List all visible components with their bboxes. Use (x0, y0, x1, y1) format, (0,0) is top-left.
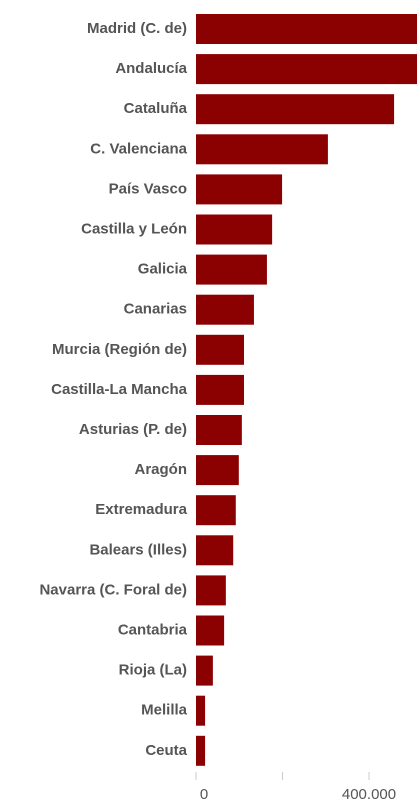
bar (196, 535, 234, 566)
category-label: Canarias (124, 301, 187, 318)
bar (196, 294, 254, 325)
bar (196, 374, 245, 405)
bar (196, 575, 226, 606)
category-label: Madrid (C. de) (87, 20, 187, 37)
bar (196, 735, 206, 766)
bar (196, 334, 245, 365)
category-label: Castilla-La Mancha (51, 381, 188, 398)
category-label: Cataluña (124, 100, 188, 117)
category-label: Castilla y León (81, 220, 187, 237)
category-label: Rioja (La) (119, 662, 187, 679)
x-tick-label: 400.000 (342, 786, 396, 802)
x-tick-label: 0 (200, 786, 208, 802)
category-label: Extremadura (95, 501, 187, 518)
bar (196, 134, 328, 165)
category-label: Balears (Illes) (89, 541, 187, 558)
category-label: Murcia (Región de) (52, 341, 187, 358)
bar (196, 455, 239, 486)
bar (196, 655, 213, 686)
bar (196, 94, 395, 125)
bar (196, 695, 206, 726)
bar (196, 415, 242, 445)
category-label: Aragón (135, 461, 188, 478)
bar (196, 174, 283, 205)
category-label: Andalucía (115, 60, 187, 77)
category-label: Ceuta (145, 742, 187, 759)
bar (196, 615, 225, 646)
bar (196, 495, 236, 526)
category-label: Navarra (C. Foral de) (39, 581, 187, 598)
bar (196, 214, 273, 245)
bar (196, 14, 417, 44)
category-label: País Vasco (109, 180, 187, 197)
category-label: C. Valenciana (90, 140, 187, 157)
category-label: Melilla (141, 702, 188, 719)
category-label: Galicia (138, 261, 188, 278)
bar (196, 254, 267, 285)
category-label: Cantabria (118, 621, 188, 638)
bar (196, 54, 417, 85)
category-label: Asturias (P. de) (79, 421, 187, 438)
